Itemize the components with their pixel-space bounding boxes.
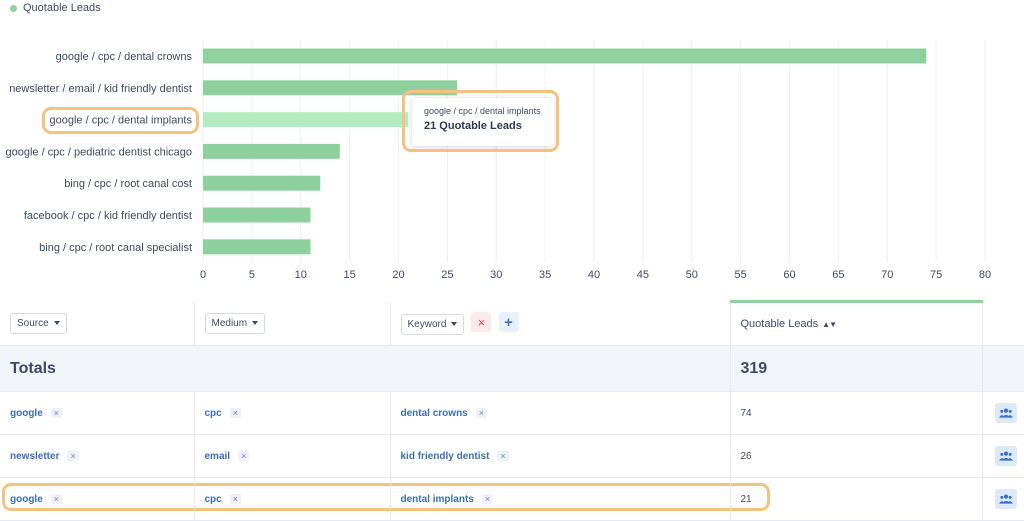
keyword-dimension-select[interactable]: Keyword [400, 313, 465, 335]
remove-filter-icon[interactable]: × [497, 451, 509, 461]
table-row: google × cpc × dental implants × 21 [0, 477, 1024, 521]
x-tick-label: 80 [979, 269, 991, 281]
remove-filter-icon[interactable]: × [229, 494, 241, 504]
x-tick-label: 10 [295, 269, 307, 281]
totals-value: 319 [740, 359, 768, 377]
metric-header-cell[interactable]: Quotable Leads ▲▼ [730, 300, 983, 346]
x-tick-label: 5 [249, 269, 255, 281]
category-label: facebook / cpc / kid friendly dentist [24, 210, 192, 222]
bar [203, 175, 321, 191]
source-select-label: Source [17, 317, 49, 329]
chart-legend: Quotable Leads [10, 2, 101, 14]
users-icon-button[interactable] [994, 489, 1017, 509]
caret-down-icon [53, 321, 60, 326]
metric-value: 26 [740, 451, 752, 462]
remove-filter-icon[interactable]: × [238, 451, 250, 461]
tooltip-value: 21 Quotable Leads [424, 120, 522, 132]
medium-dimension-select[interactable]: Medium [204, 312, 266, 334]
users-icon-button[interactable] [994, 403, 1017, 423]
category-label: google / cpc / dental implants [50, 115, 193, 127]
keyword-header-cell: Keyword × + [390, 301, 731, 346]
remove-filter-icon[interactable]: × [50, 494, 63, 504]
totals-value-cell: 319 [730, 345, 983, 392]
x-tick-label: 45 [637, 269, 649, 281]
medium-select-label: Medium [211, 317, 248, 329]
source-header-cell: Source [0, 301, 195, 346]
category-label: google / cpc / pediatric dentist chicago [5, 146, 192, 158]
keyword-select-label: Keyword [407, 318, 447, 330]
category-label: google / cpc / dental crowns [56, 51, 193, 63]
x-tick-label: 0 [200, 269, 206, 281]
remove-filter-icon[interactable]: × [67, 451, 79, 461]
totals-label: Totals [10, 359, 56, 377]
x-tick-label: 50 [686, 269, 698, 281]
bar [203, 112, 409, 128]
bar [203, 207, 311, 223]
legend-dot [10, 4, 17, 12]
totals-actions-cell [982, 345, 1024, 392]
remove-filter-icon[interactable]: × [481, 494, 494, 504]
medium-value[interactable]: cpc [204, 408, 222, 419]
x-tick-label: 20 [392, 269, 404, 281]
medium-value[interactable]: email [204, 451, 231, 462]
category-label: bing / cpc / root canal cost [64, 178, 192, 190]
bar [203, 239, 311, 255]
x-tick-label: 30 [490, 269, 502, 281]
x-tick-label: 15 [344, 269, 356, 281]
category-label: newsletter / email / kid friendly dentis… [9, 83, 192, 95]
bar-chart: 0 5 10 15 20 25 30 35 40 45 50 55 60 65 70 75 80 google /… [5, 40, 991, 281]
legend-label: Quotable Leads [23, 2, 101, 14]
totals-row: Totals 319 [0, 345, 1024, 392]
medium-header-cell: Medium [194, 301, 391, 346]
bar [203, 143, 340, 159]
bar [203, 80, 458, 96]
x-tick-label: 25 [441, 269, 453, 281]
x-tick-label: 65 [832, 269, 844, 281]
table-row: newsletter × email × kid friendly dentist ×… [0, 434, 1024, 478]
remove-dimension-button[interactable]: × [471, 312, 492, 332]
table-row: google × cpc × dental crowns × 74 [0, 391, 1024, 435]
source-value[interactable]: google [10, 494, 43, 505]
keyword-value[interactable]: dental implants [400, 494, 474, 505]
source-value[interactable]: google [10, 408, 43, 419]
x-tick-label: 70 [881, 269, 893, 281]
bar [203, 48, 927, 64]
sort-icon[interactable]: ▲▼ [822, 319, 837, 329]
metric-header-label: Quotable Leads [740, 318, 819, 330]
chart-tooltip: google / cpc / dental implants 21 Quotab… [412, 98, 554, 146]
caret-down-icon [451, 322, 458, 326]
remove-filter-icon[interactable]: × [229, 408, 241, 418]
data-table: Source Medium Keyword × + Quotable Leads… [0, 300, 1024, 521]
x-tick-label: 75 [930, 269, 942, 281]
caret-down-icon [252, 321, 259, 326]
source-dimension-select[interactable]: Source [10, 312, 67, 334]
users-icon [998, 451, 1013, 461]
add-dimension-button[interactable]: + [498, 312, 519, 332]
remove-filter-icon[interactable]: × [50, 408, 63, 418]
metric-value: 74 [740, 408, 752, 419]
x-tick-label: 35 [539, 269, 551, 281]
category-label: bing / cpc / root canal specialist [39, 242, 192, 254]
totals-label-cell: Totals [0, 345, 731, 392]
x-tick-label: 55 [735, 269, 747, 281]
table-header-row: Source Medium Keyword × + Quotable Leads… [0, 300, 1024, 346]
medium-value[interactable]: cpc [204, 494, 222, 505]
x-tick-label: 40 [588, 269, 600, 281]
users-icon [998, 408, 1013, 418]
users-icon [998, 494, 1013, 504]
keyword-value[interactable]: dental crowns [400, 408, 468, 419]
actions-header-cell [982, 301, 1024, 346]
tooltip-label: google / cpc / dental implants [424, 106, 541, 116]
keyword-value[interactable]: kid friendly dentist [400, 451, 490, 462]
source-value[interactable]: newsletter [10, 451, 60, 462]
users-icon-button[interactable] [994, 446, 1017, 466]
metric-value: 21 [740, 494, 752, 505]
remove-filter-icon[interactable]: × [475, 408, 488, 418]
x-tick-label: 60 [783, 269, 795, 281]
